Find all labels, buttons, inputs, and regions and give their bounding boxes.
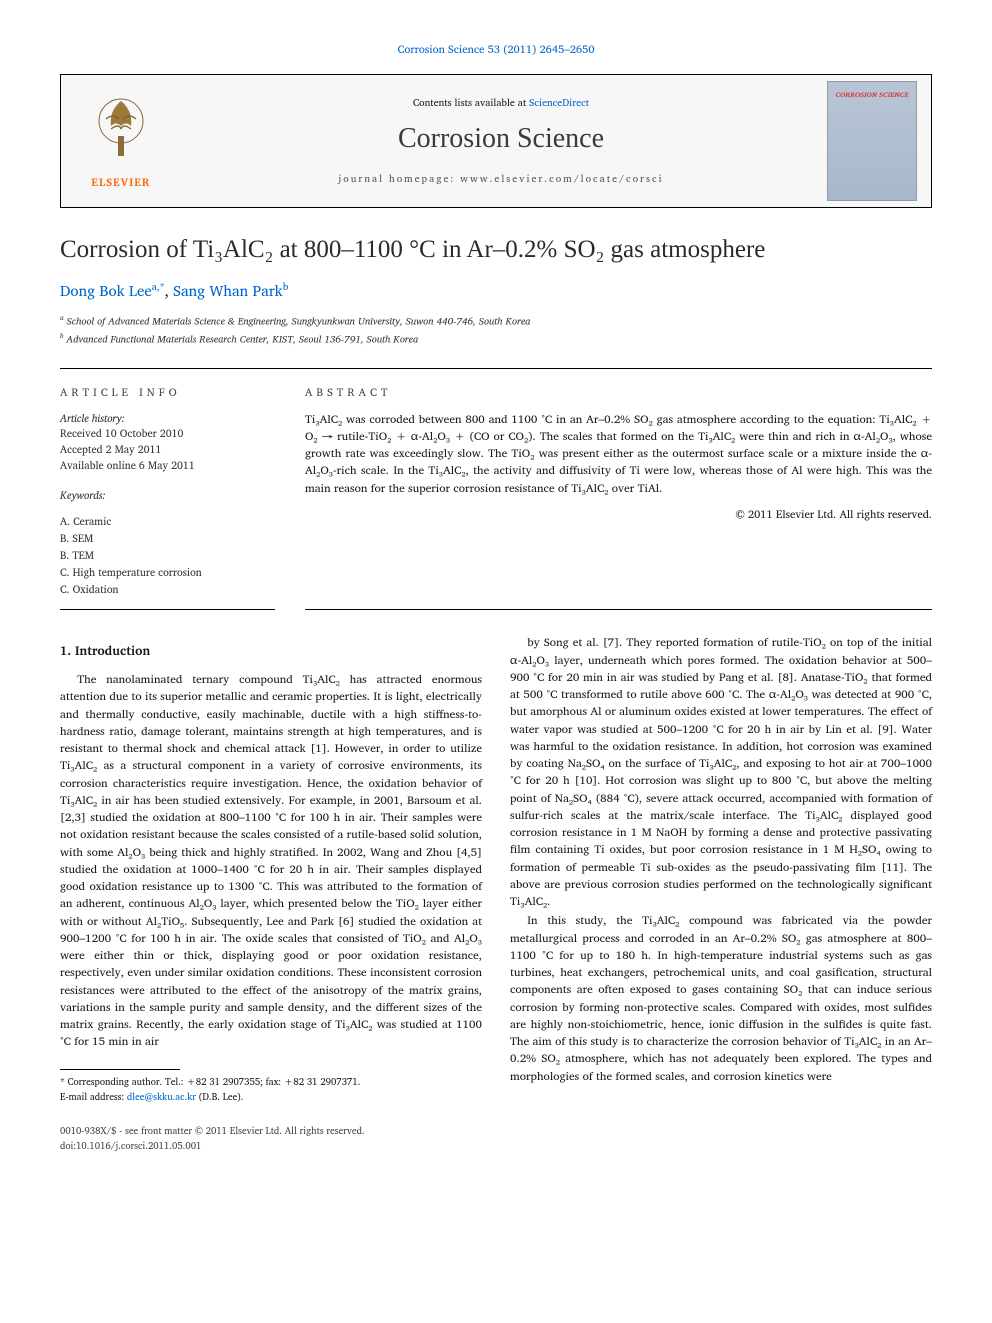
homepage-prefix: journal homepage: [338, 171, 460, 187]
homepage-line: journal homepage: www.elsevier.com/locat… [181, 171, 821, 187]
email-suffix: (D.B. Lee). [196, 1090, 243, 1105]
footnote-separator [60, 1069, 180, 1070]
author-marker: a,* [152, 279, 165, 295]
journal-name: Corrosion Science [181, 123, 821, 155]
author-marker: b [283, 279, 289, 295]
journal-header: ELSEVIER Contents lists available at Sci… [60, 74, 932, 208]
citation-link[interactable]: Corrosion Science 53 (2011) 2645–2650 [60, 40, 932, 58]
keyword: B. SEM [60, 530, 275, 547]
body-paragraph: The nanolaminated ternary compound Ti₃Al… [60, 671, 482, 1051]
keyword: C. High temperature corrosion [60, 564, 275, 581]
author-link[interactable]: Dong Bok Lee [60, 278, 152, 303]
affiliation-text: Advanced Functional Materials Research C… [66, 332, 418, 348]
email-link[interactable]: dlee@skku.ac.kr [127, 1090, 196, 1105]
page-root: Corrosion Science 53 (2011) 2645–2650 EL… [0, 0, 992, 1194]
affiliations: a School of Advanced Materials Science &… [60, 313, 932, 348]
affil-marker: b [60, 331, 63, 342]
body-paragraph: by Song et al. [7]. They reported format… [510, 634, 932, 910]
article-info-column: ARTICLE INFO Article history: Received 1… [60, 383, 275, 611]
cover-title: CORROSION SCIENCE [832, 90, 912, 101]
affil-marker: a [60, 313, 64, 324]
abstract-copyright: © 2011 Elsevier Ltd. All rights reserved… [305, 505, 932, 523]
publisher-name: ELSEVIER [69, 173, 173, 191]
corr-author-line: * Corresponding author. Tel.: +82 31 290… [60, 1076, 482, 1089]
corresponding-footnote: * Corresponding author. Tel.: +82 31 290… [60, 1076, 482, 1105]
article-info-label: ARTICLE INFO [60, 383, 275, 401]
body-paragraph: In this study, the Ti₃AlC₂ compound was … [510, 912, 932, 1085]
homepage-url[interactable]: www.elsevier.com/locate/corsci [460, 171, 664, 187]
abstract-text: Ti₃AlC₂ was corroded between 800 and 110… [305, 411, 932, 497]
sciencedirect-link[interactable]: ScienceDirect [529, 95, 589, 111]
online-date: Available online 6 May 2011 [60, 458, 275, 474]
keywords-label: Keywords: [60, 488, 275, 504]
issn-line: 0010-938X/$ - see front matter © 2011 El… [60, 1124, 932, 1139]
email-label: E-mail address: [60, 1090, 127, 1105]
contents-line: Contents lists available at ScienceDirec… [181, 95, 821, 111]
header-center: Contents lists available at ScienceDirec… [181, 85, 821, 197]
section-heading: 1. Introduction [60, 642, 482, 661]
keyword: A. Ceramic [60, 513, 275, 530]
author-list: Dong Bok Leea,*, Sang Whan Parkb [60, 278, 932, 303]
keyword: B. TEM [60, 547, 275, 564]
keyword: C. Oxidation [60, 581, 275, 598]
doi-line: doi:10.1016/j.corsci.2011.05.001 [60, 1139, 932, 1154]
affiliation-text: School of Advanced Materials Science & E… [67, 313, 531, 329]
contents-prefix: Contents lists available at [413, 95, 529, 111]
article-title: Corrosion of Ti₃AlC₂ at 800–1100 °C in A… [60, 236, 932, 264]
article-info-block: Article history: Received 10 October 201… [60, 411, 275, 611]
journal-cover-thumbnail: CORROSION SCIENCE [827, 81, 917, 201]
bottom-matter: 0010-938X/$ - see front matter © 2011 El… [60, 1124, 932, 1154]
abstract-label: ABSTRACT [305, 383, 932, 401]
publisher-logo: ELSEVIER [61, 83, 181, 199]
info-abstract-row: ARTICLE INFO Article history: Received 1… [60, 368, 932, 611]
keywords-list: A. Ceramic B. SEM B. TEM C. High tempera… [60, 513, 275, 597]
abstract-column: ABSTRACT Ti₃AlC₂ was corroded between 80… [305, 383, 932, 611]
elsevier-tree-icon [91, 91, 151, 161]
author-link[interactable]: Sang Whan Park [173, 278, 283, 303]
body-columns: 1. Introduction The nanolaminated ternar… [60, 634, 932, 1104]
